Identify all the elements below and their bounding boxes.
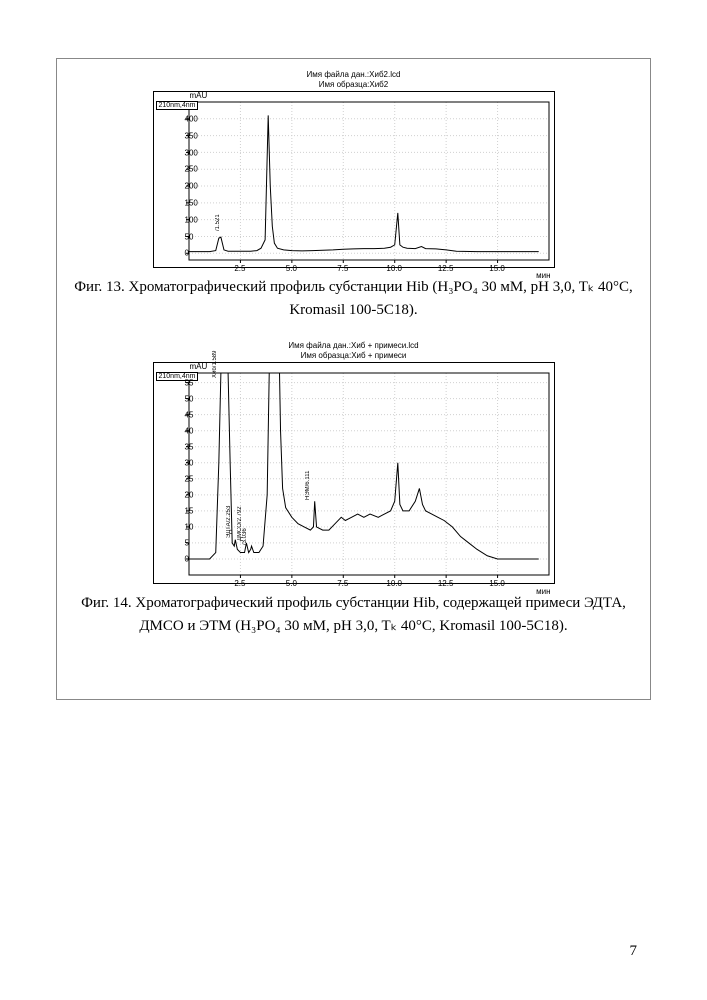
- xtick-label: 7.5: [337, 579, 348, 588]
- xtick-label: 12.5: [438, 579, 454, 588]
- xtick-label: 5.0: [286, 579, 297, 588]
- peak-label: /3.036: [242, 528, 248, 545]
- chart2-mau: mAU: [190, 362, 208, 371]
- caption-fig13: Фиг. 13. Хроматографический профиль субс…: [60, 276, 647, 321]
- caption-fig14: Фиг. 14. Хроматографический профиль субс…: [60, 592, 647, 637]
- chart1-header-line1: Имя файла дан.:Хиб2.lcd: [60, 70, 647, 80]
- chart2-header-line2: Имя образца:Хиб + примеси: [60, 351, 647, 361]
- xtick-label: 10.0: [386, 579, 402, 588]
- peak-label: ЭДТА/2.253: [226, 506, 232, 538]
- chart1-header-line2: Имя образца:Хиб2: [60, 80, 647, 90]
- chart1-detector: 210nm,4nm: [156, 101, 199, 110]
- peak-label: Хиб/1.589: [212, 350, 218, 377]
- xtick-label: 15.0: [489, 264, 505, 273]
- xtick-label: 2.5: [234, 264, 245, 273]
- peak-label: НЭМ/6.111: [305, 470, 311, 499]
- chart1-header: Имя файла дан.:Хиб2.lcd Имя образца:Хиб2: [60, 70, 647, 89]
- chart2-header-line1: Имя файла дан.:Хиб + примеси.lcd: [60, 341, 647, 351]
- chart2-header: Имя файла дан.:Хиб + примеси.lcd Имя обр…: [60, 341, 647, 360]
- xtick-label: 10.0: [386, 264, 402, 273]
- chart2-min: мин: [536, 587, 550, 596]
- xtick-label: 15.0: [489, 579, 505, 588]
- xtick-label: 7.5: [337, 264, 348, 273]
- xtick-label: 5.0: [286, 264, 297, 273]
- peak-label: /1.521: [215, 215, 221, 232]
- chart1-box: mAU 210nm,4nm мин 0501001502002503003504…: [153, 91, 555, 268]
- chart1-mau: mAU: [190, 91, 208, 100]
- xtick-label: 2.5: [234, 579, 245, 588]
- chart1-min: мин: [536, 271, 550, 280]
- xtick-label: 12.5: [438, 264, 454, 273]
- chart2-box: mAU 210nm,4nm мин 0510152025303540455055…: [153, 362, 555, 584]
- page-number: 7: [630, 943, 638, 960]
